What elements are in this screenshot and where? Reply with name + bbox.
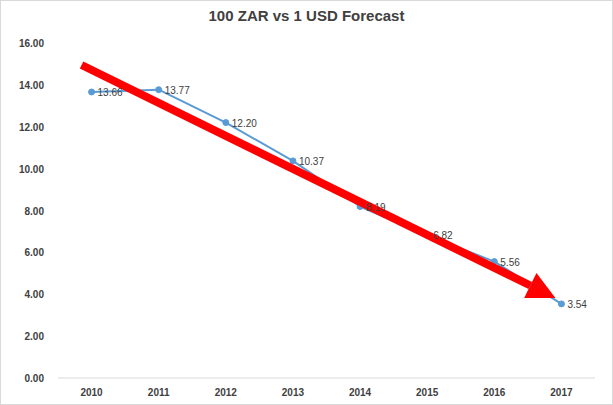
y-tick-label: 14.00 xyxy=(19,80,44,91)
trend-arrow xyxy=(82,65,531,286)
chart-frame xyxy=(1,1,613,405)
x-tick-label: 2017 xyxy=(550,387,573,398)
data-label: 5.56 xyxy=(500,257,520,268)
data-label: 10.37 xyxy=(299,156,324,167)
data-label: 8.19 xyxy=(366,202,386,213)
point xyxy=(156,87,162,93)
x-tick-label: 2012 xyxy=(215,387,238,398)
chart-wrap: 100 ZAR vs 1 USD Forecast 0.00 2.00 4.00 6.0… xyxy=(0,0,613,405)
y-tick-label: 8.00 xyxy=(25,206,45,217)
x-tick-label: 2013 xyxy=(282,387,305,398)
y-tick xyxy=(54,84,58,85)
x-tick-label: 2016 xyxy=(483,387,506,398)
y-tick-label: 4.00 xyxy=(25,289,45,300)
y-tick xyxy=(54,168,58,169)
y-tick-label: 10.00 xyxy=(19,164,44,175)
y-tick xyxy=(54,378,58,379)
y-tick-label: 16.00 xyxy=(19,38,44,49)
y-tick xyxy=(54,126,58,127)
y-tick-label: 2.00 xyxy=(25,331,45,342)
point xyxy=(558,301,564,307)
y-tick xyxy=(54,43,58,44)
y-tick-label: 12.00 xyxy=(19,122,44,133)
data-label: 3.54 xyxy=(567,299,587,310)
y-tick xyxy=(54,210,58,211)
trend-arrow-head xyxy=(524,273,555,298)
point xyxy=(89,89,95,95)
y-tick xyxy=(54,252,58,253)
title: 100 ZAR vs 1 USD Forecast xyxy=(209,7,405,24)
data-label: 13.66 xyxy=(98,87,123,98)
y-tick-label: 6.00 xyxy=(25,247,45,258)
series-line xyxy=(92,90,562,304)
point xyxy=(223,120,229,126)
x-tick-label: 2015 xyxy=(416,387,439,398)
x-axis xyxy=(58,378,595,379)
y-tick xyxy=(54,294,58,295)
point xyxy=(290,158,296,164)
x-tick-label: 2014 xyxy=(349,387,372,398)
y-tick xyxy=(54,336,58,337)
y-tick-label: 0.00 xyxy=(25,373,45,384)
chart: 100 ZAR vs 1 USD Forecast 0.00 2.00 4.00 6.0… xyxy=(0,0,613,405)
data-label: 12.20 xyxy=(232,118,257,129)
data-label: 13.77 xyxy=(165,85,190,96)
data-label: 6.82 xyxy=(433,230,453,241)
x-tick-label: 2010 xyxy=(80,387,103,398)
x-tick-label: 2011 xyxy=(148,387,170,398)
plot-area xyxy=(89,87,565,307)
